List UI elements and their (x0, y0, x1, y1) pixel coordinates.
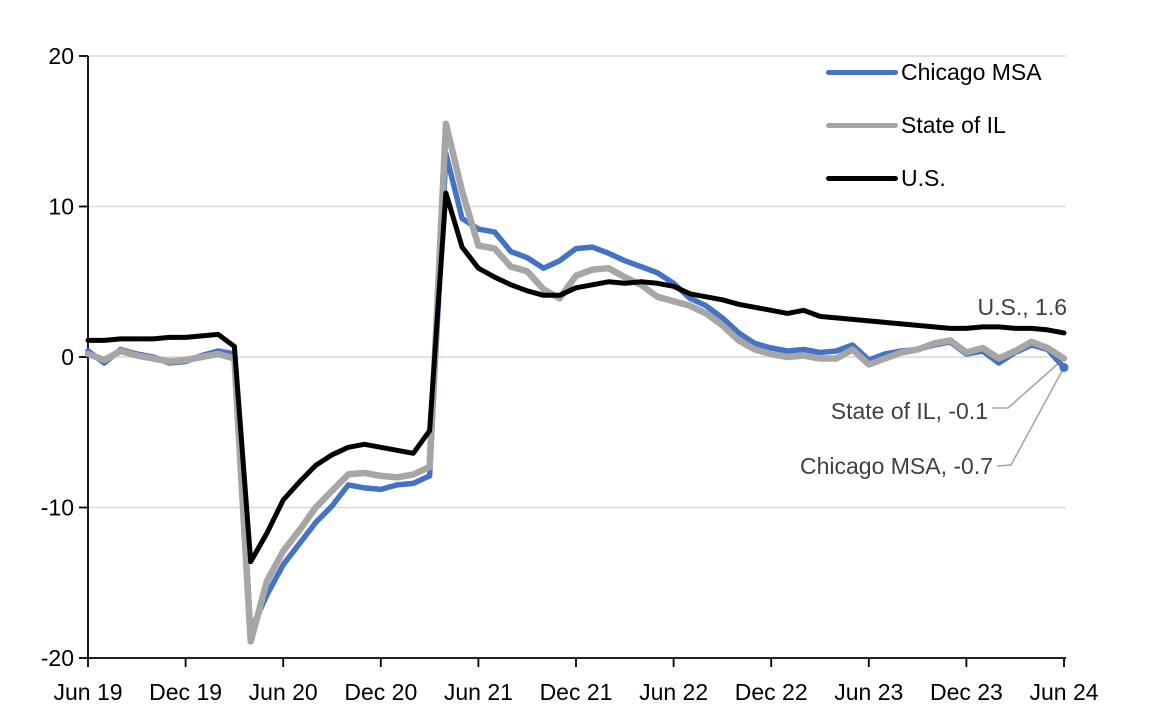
legend-item-chicago-msa: Chicago MSA (826, 54, 1042, 90)
y-tick-label: -20 (41, 645, 74, 671)
annotation-state-of-il-end-value: State of IL, -0.1 (830, 398, 988, 424)
x-tick-label: Dec 22 (735, 679, 808, 705)
x-tick-label: Dec 20 (344, 679, 417, 705)
x-tick-label: Jun 23 (834, 679, 903, 705)
legend-item-state-of-il: State of IL (826, 107, 1042, 143)
legend-label-us: U.S. (901, 164, 946, 191)
legend-swatch-us (826, 175, 898, 181)
y-tick-label: 0 (61, 344, 74, 370)
series-line-state-of-il (84, 120, 1068, 645)
legend-swatch-state-of-il (826, 122, 898, 128)
annotation-us-end-value: U.S., 1.6 (977, 294, 1067, 320)
x-tick-label: Jun 19 (53, 679, 122, 705)
leader-line-state-of-il (992, 360, 1062, 409)
x-tick-label: Dec 23 (930, 679, 1003, 705)
series-line-u-s- (85, 190, 1067, 565)
y-tick-label: 20 (48, 43, 74, 69)
y-tick-label: -10 (41, 495, 74, 521)
legend-swatch-chicago-msa (826, 69, 898, 75)
x-tick-label: Jun 22 (639, 679, 708, 705)
x-tick-label: Jun 21 (444, 679, 513, 705)
x-tick-label: Jun 24 (1029, 679, 1098, 705)
leader-line-chicago-msa (996, 370, 1063, 467)
x-tick-label: Jun 20 (249, 679, 318, 705)
x-tick-label: Dec 21 (540, 679, 613, 705)
legend-label-chicago-msa: Chicago MSA (901, 58, 1042, 85)
x-tick-label: Dec 19 (149, 679, 222, 705)
chicago-msa-end-marker (1059, 363, 1069, 373)
annotation-chicago-msa-end-value: Chicago MSA, -0.7 (799, 453, 993, 479)
legend: Chicago MSA State of IL U.S. (826, 54, 1042, 213)
legend-label-state-of-il: State of IL (901, 111, 1006, 138)
y-tick-label: 10 (48, 194, 74, 220)
legend-item-us: U.S. (826, 160, 1042, 196)
